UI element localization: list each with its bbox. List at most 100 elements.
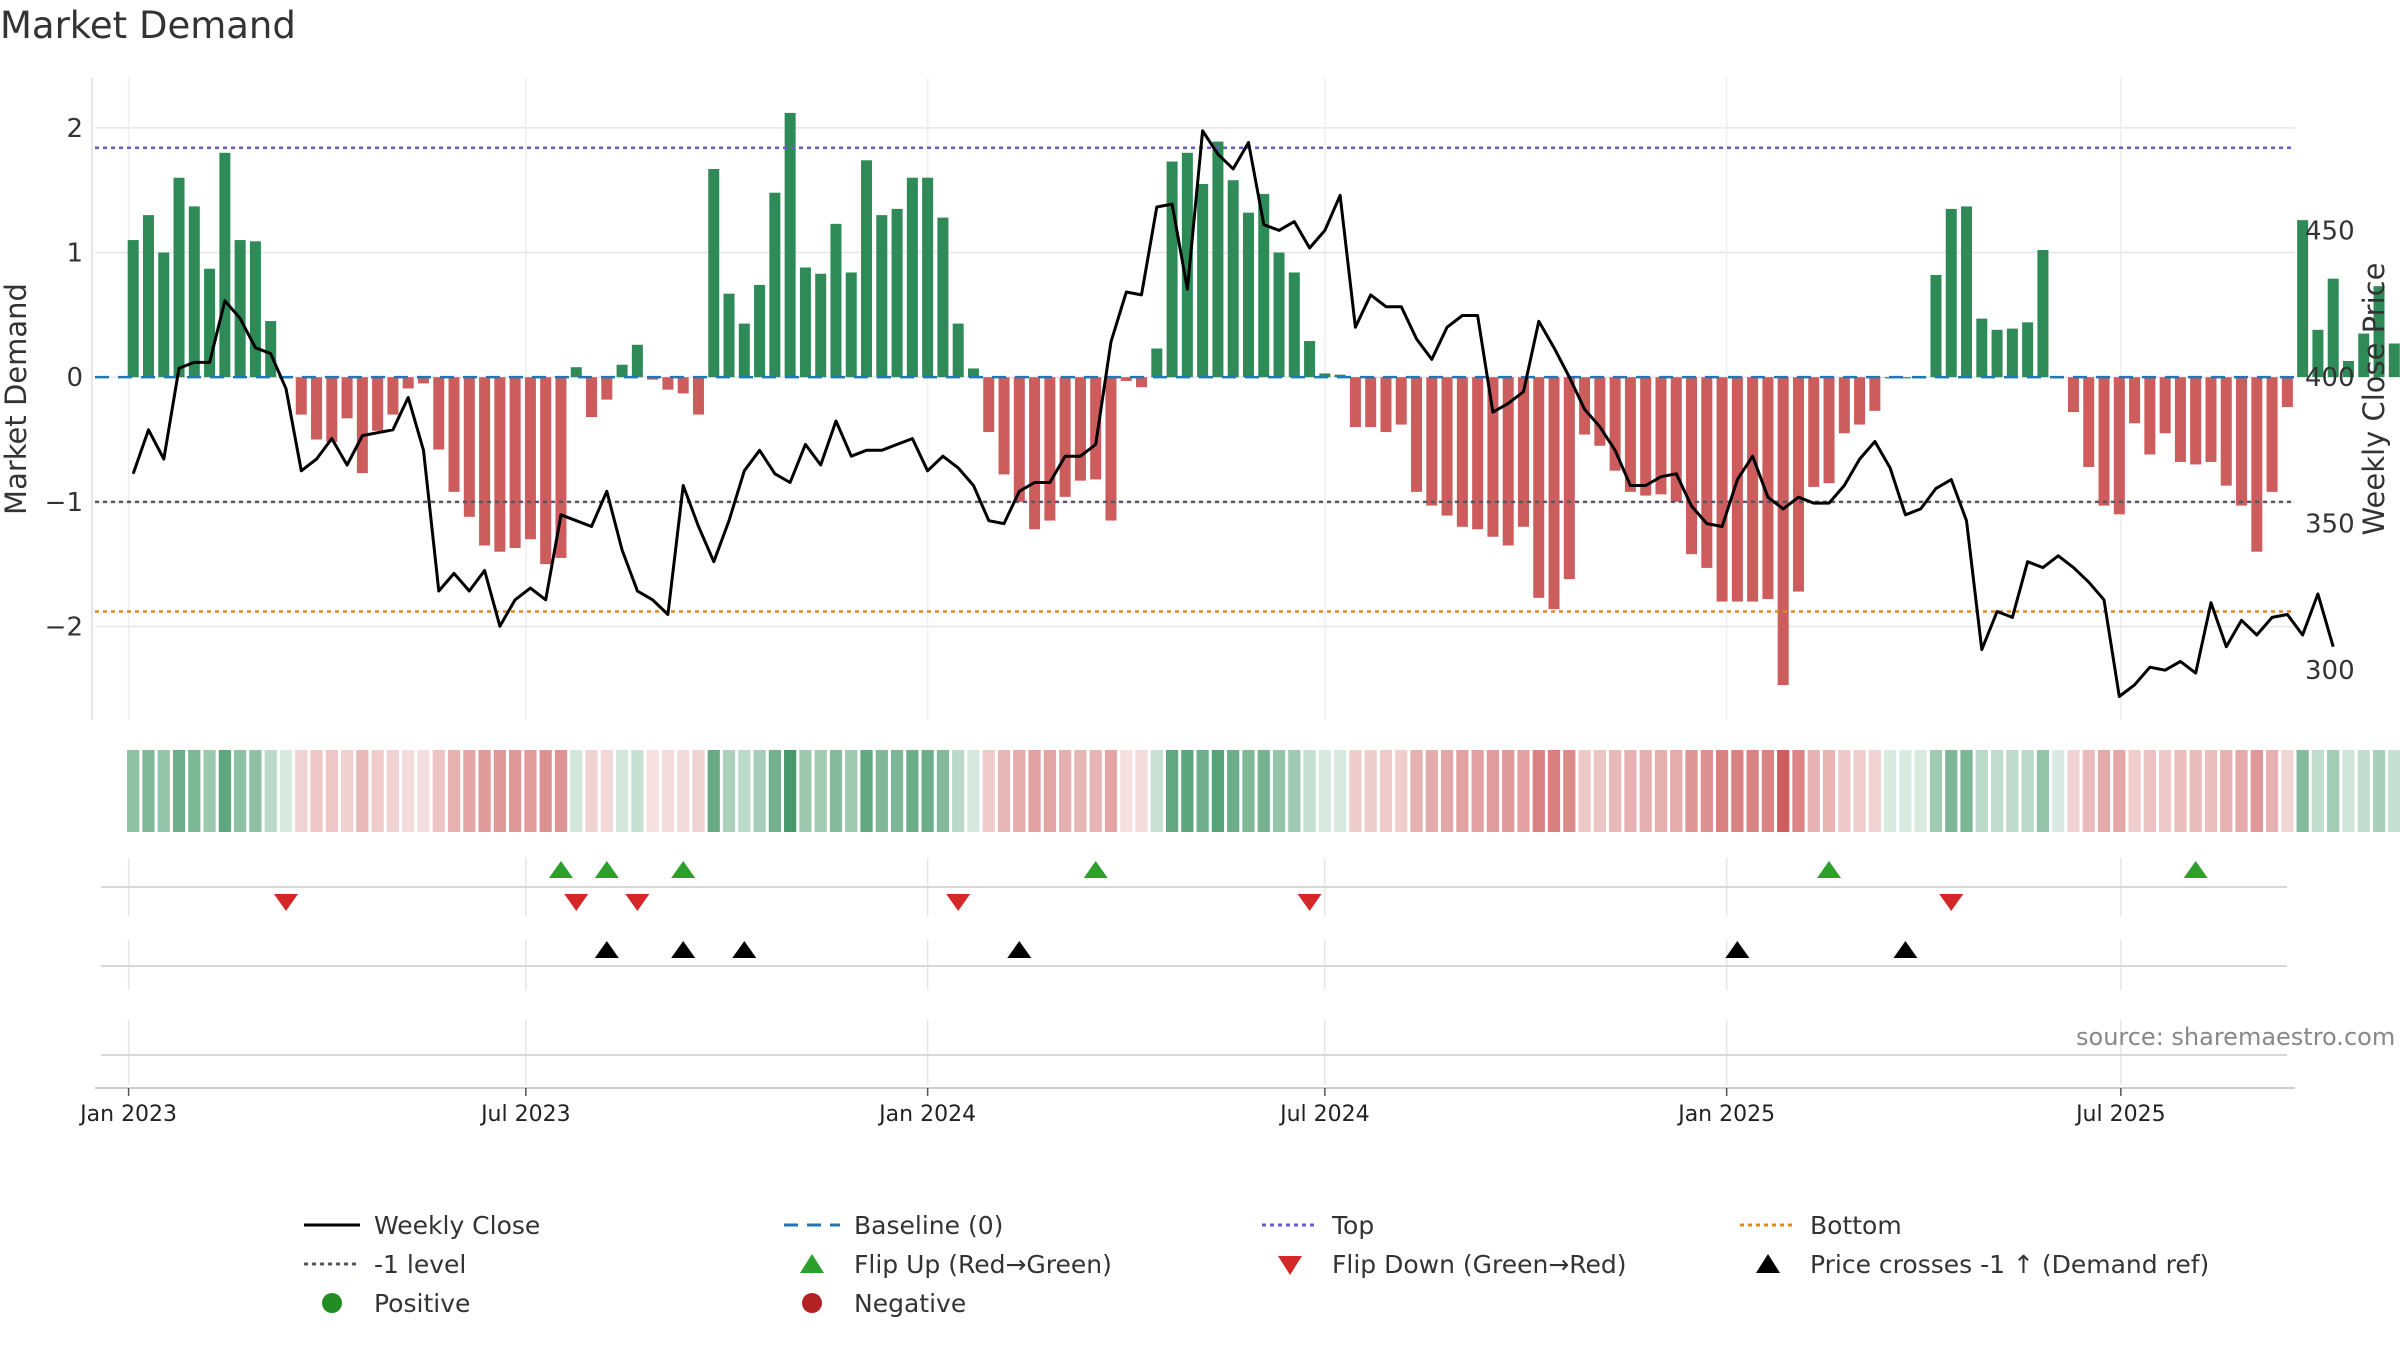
flip-up-marker [671, 861, 696, 878]
demand-bar [1258, 193, 1270, 378]
demand-bar [1319, 373, 1331, 378]
demand-bar [845, 272, 857, 378]
heat-cell [1822, 750, 1836, 832]
demand-bar [662, 377, 674, 390]
gridlines [95, 78, 2295, 1085]
heat-cell [982, 750, 995, 832]
demand-bar [601, 377, 613, 400]
heat-cell [906, 750, 919, 832]
demand-bar [586, 377, 598, 418]
demand-bar [2236, 377, 2248, 506]
demand-bar [1838, 377, 1850, 434]
flip-down-marker [946, 894, 971, 911]
flip-up-marker [1083, 861, 1108, 878]
heat-cell [1440, 750, 1454, 832]
heat-cell [1471, 750, 1484, 832]
heat-cell [2357, 750, 2370, 832]
demand-bar [1136, 377, 1148, 388]
demand-bar [677, 377, 689, 394]
demand-bar [372, 377, 384, 431]
cross-up-marker [1725, 941, 1750, 958]
heat-cell [234, 750, 247, 832]
heat-cell [1624, 750, 1637, 832]
demand-bar [1808, 377, 1820, 487]
heat-cell [1227, 750, 1240, 832]
demand-bar [1548, 377, 1560, 610]
heat-cell [264, 750, 277, 832]
y2-axis-label: Weekly Close Price [2357, 263, 2391, 536]
heat-cell [2082, 750, 2095, 832]
heat-cell [188, 750, 201, 832]
flip-down-marker [625, 894, 650, 911]
heat-cell [921, 750, 934, 832]
heat-cell [1685, 750, 1698, 832]
demand-bar [188, 206, 200, 378]
heat-cell [1731, 750, 1744, 832]
heat-cell [1517, 750, 1530, 832]
heat-cell [432, 750, 445, 832]
heat-cell [1150, 750, 1163, 832]
demand-bar [1533, 377, 1545, 598]
heat-cell [1242, 750, 1255, 832]
demand-bar [2083, 377, 2095, 467]
heat-cell [1960, 750, 1973, 832]
demand-bar [326, 377, 338, 443]
demand-bar [1961, 206, 1973, 378]
demand-bar [692, 377, 704, 415]
heat-cell [1303, 750, 1316, 832]
triangle-down-icon [1258, 1249, 1322, 1279]
heat-cell [2113, 750, 2126, 832]
demand-bar [2251, 377, 2263, 552]
heat-cell [1563, 750, 1576, 832]
demand-bar [1869, 377, 1881, 411]
heat-cell [768, 750, 781, 832]
heat-cell [936, 750, 950, 832]
heat-cell [1700, 750, 1713, 832]
heat-cell [1425, 750, 1438, 832]
demand-bar [1640, 377, 1652, 496]
demand-bar [922, 177, 934, 378]
demand-bar [952, 323, 964, 378]
demand-bar [402, 377, 414, 389]
demand-bar [876, 215, 888, 378]
demand-bar [1441, 377, 1453, 516]
y-axis-label: Market Demand [0, 283, 33, 515]
heat-cell [1502, 750, 1515, 832]
heat-cell [2143, 750, 2156, 832]
legend-symbol-top [1258, 1210, 1322, 1240]
demand-bar [1624, 377, 1636, 492]
heat-cell [172, 750, 186, 832]
x-tick-label: Jan 2025 [1676, 1102, 1775, 1127]
heat-cell [1838, 750, 1851, 832]
demand-bar [2388, 343, 2400, 378]
demand-bar [998, 377, 1010, 475]
dot-icon [300, 1288, 364, 1318]
heat-cell [677, 750, 690, 832]
heat-cell [1074, 750, 1087, 832]
demand-bar [1426, 377, 1438, 506]
heat-cell [1028, 750, 1041, 832]
heat-cell [1165, 750, 1179, 832]
demand-bar [204, 268, 216, 378]
demand-bar [1349, 377, 1361, 428]
y2-tick-label: 450 [2305, 216, 2355, 246]
demand-bar [387, 377, 399, 415]
demand-bar [494, 377, 506, 552]
heat-cell [157, 750, 170, 832]
demand-bar [1242, 212, 1254, 378]
demand-bar [158, 252, 170, 378]
demand-bar [2190, 377, 2202, 465]
y2-tick-label: 350 [2305, 510, 2355, 540]
heat-cell [2311, 750, 2325, 832]
heat-cell [1884, 750, 1897, 832]
heat-cell [1792, 750, 1805, 832]
x-axis: Jan 2023 Jul 2023 Jan 2024 Jul 2024 Jan 2025… [78, 1087, 2295, 1127]
demand-bar [769, 192, 781, 378]
heat-cell [1486, 750, 1500, 832]
reference-levels [95, 146, 2295, 613]
triangle-up-icon [1736, 1249, 1800, 1279]
y2-tick-label: 300 [2305, 656, 2355, 686]
heat-cell [463, 750, 476, 832]
heat-cell [2052, 750, 2065, 832]
heat-cell [447, 750, 461, 832]
